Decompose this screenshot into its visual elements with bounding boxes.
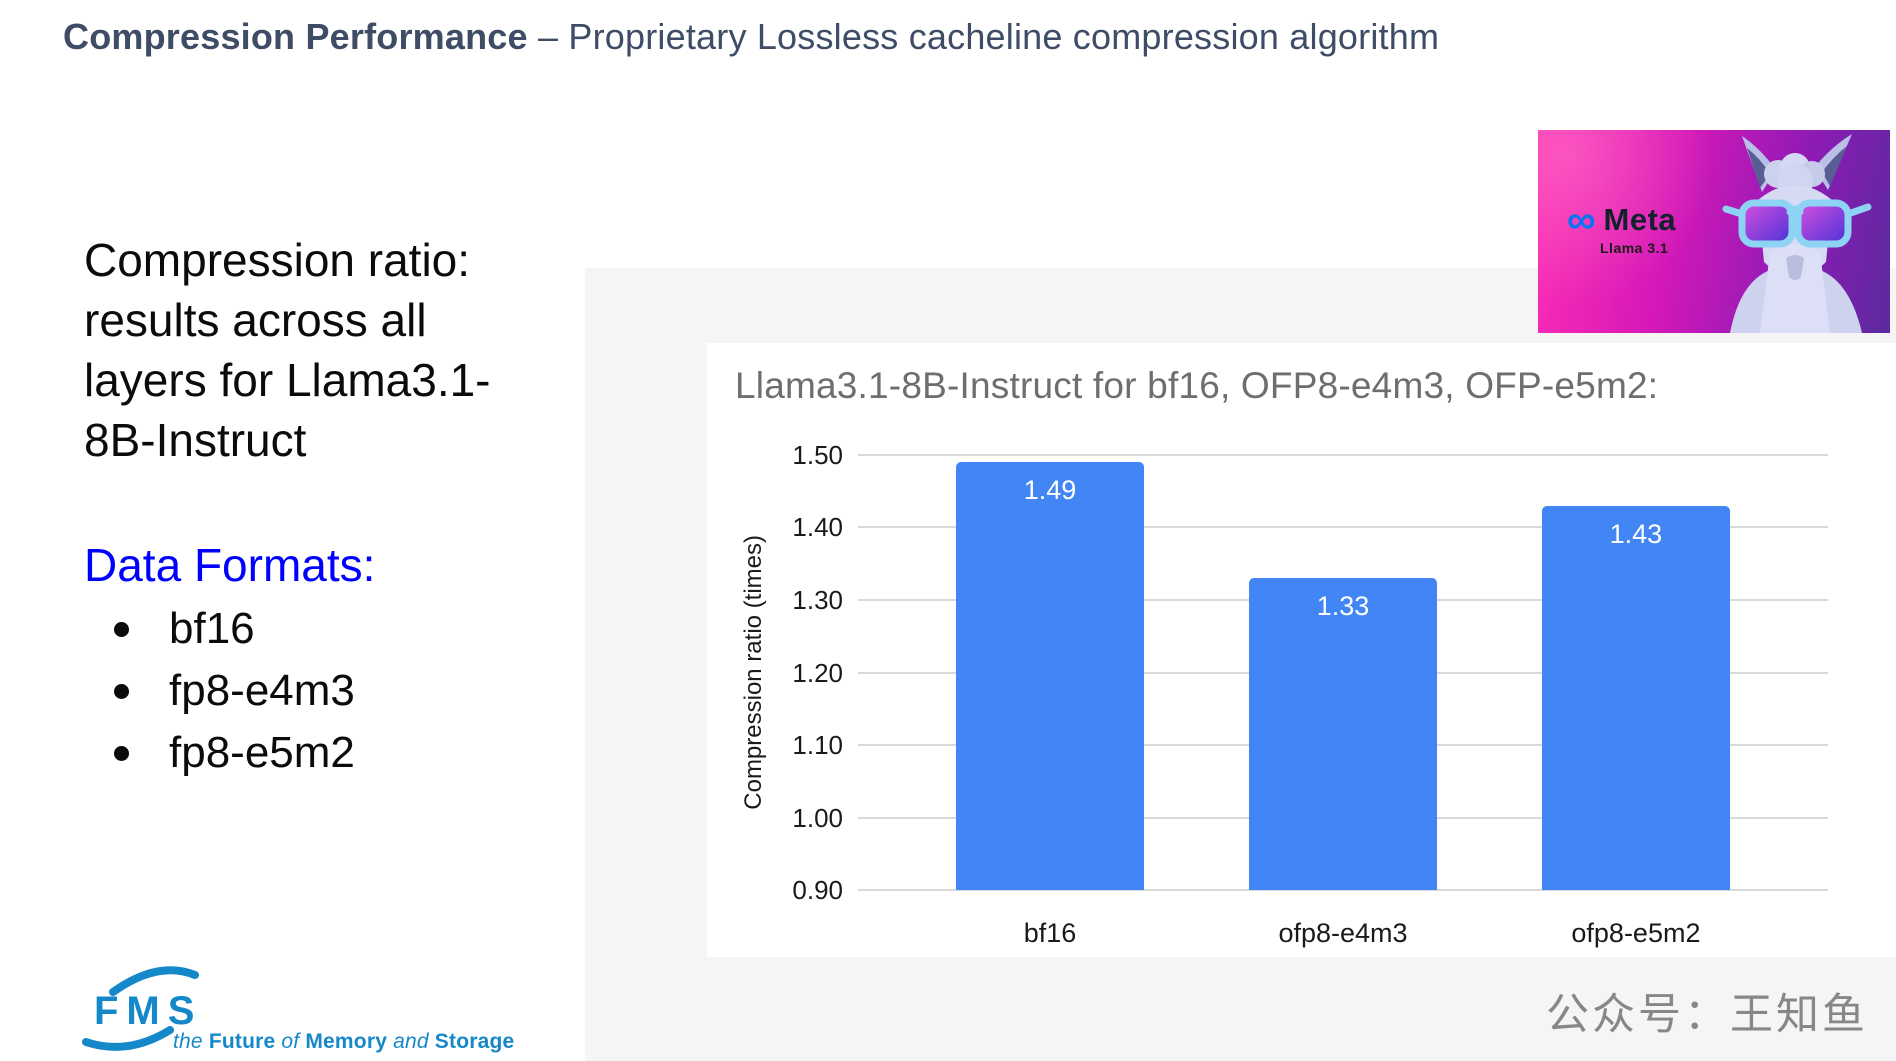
y-tick-label: 0.90 <box>792 875 843 905</box>
gridline <box>858 454 1828 456</box>
fms-tagline-word: of <box>281 1030 306 1053</box>
fms-tagline-word: Memory <box>305 1030 394 1053</box>
fms-tagline-word: the <box>173 1030 209 1053</box>
fms-acronym: FMS <box>94 989 202 1033</box>
bar-ofp8-e4m3: 1.33 <box>1249 578 1437 890</box>
y-axis-ticks: 1.50 1.40 1.30 1.20 1.10 1.00 0.90 <box>707 440 843 905</box>
wechat-label: 公众号：王知鱼 <box>1546 990 1868 1040</box>
data-format-item: fp8-e5m2 <box>84 722 355 784</box>
data-format-label: fp8-e5m2 <box>169 728 355 777</box>
y-tick-label: 1.20 <box>792 657 843 688</box>
page-title: Compression Performance – Proprietary Lo… <box>63 16 1439 58</box>
meta-wordmark: Meta <box>1603 202 1677 237</box>
bar-bf16: 1.49 <box>956 462 1144 890</box>
bar-value-label: 1.33 <box>1316 591 1370 622</box>
y-tick-label: 1.10 <box>792 729 843 760</box>
heading-line: 8B-Instruct <box>84 414 307 466</box>
data-formats-list: bf16 fp8-e4m3 fp8-e5m2 <box>84 598 355 784</box>
chart-title: Llama3.1-8B-Instruct for bf16, OFP8-e4m3… <box>735 365 1659 406</box>
data-format-label: bf16 <box>169 604 255 653</box>
plot-area: 1.49 1.33 1.43 <box>858 454 1828 891</box>
chart-card: Llama3.1-8B-Instruct for bf16, OFP8-e4m3… <box>707 343 1896 957</box>
data-format-item: bf16 <box>84 598 355 660</box>
y-tick-label: 1.00 <box>792 802 843 833</box>
y-tick-label: 1.50 <box>792 440 843 470</box>
bar-value-label: 1.49 <box>1023 475 1077 506</box>
y-tick-label: 1.40 <box>792 512 843 543</box>
page-title-rest: – Proprietary Lossless cacheline compres… <box>527 16 1440 57</box>
page-title-bold: Compression Performance <box>63 16 528 57</box>
llama-illustration <box>1722 134 1872 333</box>
data-format-item: fp8-e4m3 <box>84 660 355 722</box>
gridline <box>858 526 1828 529</box>
y-tick-label: 1.30 <box>792 584 843 615</box>
data-format-label: fp8-e4m3 <box>169 666 355 715</box>
bullet-icon <box>114 683 129 699</box>
bar-ofp8-e5m2: 1.43 <box>1542 505 1730 890</box>
x-axis-labels: bf16 ofp8-e4m3 ofp8-e5m2 <box>858 906 1828 948</box>
x-tick-label: bf16 <box>1023 918 1077 948</box>
meta-llama-banner-image: ∞ Meta Llama 3.1 <box>1538 130 1890 333</box>
bullet-icon <box>114 745 129 761</box>
heading-line: layers for Llama3.1- <box>84 354 491 406</box>
gridline <box>858 889 1828 891</box>
llama-version-label: Llama 3.1 <box>1600 240 1669 256</box>
x-tick-label: ofp8-e5m2 <box>1571 918 1701 948</box>
heading-line: results across all <box>84 294 427 346</box>
bullet-icon <box>114 621 129 637</box>
data-formats-label: Data Formats: <box>84 539 376 591</box>
left-heading: Compression ratio: results across all la… <box>84 230 491 470</box>
fms-tagline: the Future of Memory and Storage <box>173 1030 514 1054</box>
meta-infinity-icon: ∞ <box>1567 198 1596 242</box>
fms-tagline-word: Future <box>208 1030 282 1053</box>
fms-upper-swoosh-icon <box>109 966 199 996</box>
fms-tagline-word: Storage <box>434 1030 515 1053</box>
meta-logo: ∞ Meta <box>1567 198 1677 242</box>
heading-line: Compression ratio: <box>84 234 471 286</box>
fms-logo: FMS <box>82 966 202 1051</box>
fms-tagline-word: and <box>393 1030 435 1053</box>
fms-lower-swoosh-icon <box>82 1026 174 1051</box>
x-tick-label: ofp8-e4m3 <box>1278 918 1408 948</box>
bar-value-label: 1.43 <box>1609 518 1663 549</box>
